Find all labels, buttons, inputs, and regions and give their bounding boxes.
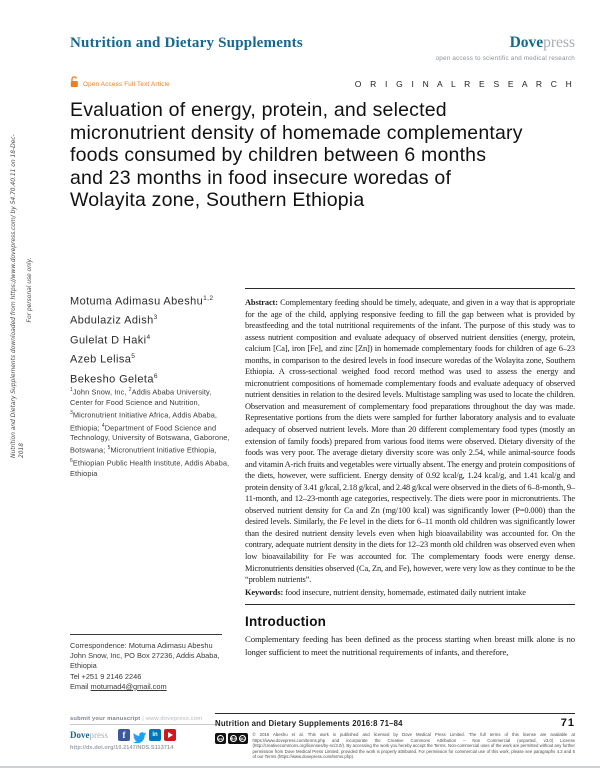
author-list: Motuma Adimasu Abeshu1,2 Abdulaziz Adish… xyxy=(70,291,240,388)
title-line: Wolayita zone, Southern Ethiopia xyxy=(70,189,365,211)
header-row-meta: Open Access Full Text Article O R I G I … xyxy=(70,75,575,93)
doi-link[interactable]: http://dx.doi.org/10.2147/NDS.S113714 xyxy=(70,745,174,751)
dovepress-logo: Dovepress xyxy=(510,34,575,52)
brand-tagline: open access to scientific and medical re… xyxy=(435,55,575,62)
journal-name: Nutrition and Dietary Supplements xyxy=(70,35,303,51)
article-title: Evaluation of energy, protein, and selec… xyxy=(70,99,575,212)
footer-right: Nutrition and Dietary Supplements 2016:8… xyxy=(215,717,575,760)
correspondence-address: John Snow, Inc, PO Box 27236, Addis Abab… xyxy=(70,651,220,671)
license-text: © 2016 Abeshu et al. This work is publis… xyxy=(252,732,576,759)
title-line: and 23 months in food insecure woredas o… xyxy=(70,166,452,189)
abstract-text: Complementary feeding should be timely, … xyxy=(245,298,575,585)
introduction-paragraph: Complementary feeding has been defined a… xyxy=(245,634,575,658)
footer-left: submit your manuscript | www.dovepress.c… xyxy=(70,716,218,751)
author-name: Azeb Lelisa5 xyxy=(70,353,136,367)
download-note-text: Nutrition and Dietary Supplements downlo… xyxy=(10,134,25,458)
brand-dove: Dove xyxy=(509,34,544,51)
article-type-label: O R I G I N A L R E S E A R C H xyxy=(354,79,575,89)
page-number: 71 xyxy=(560,717,575,729)
page-header: Nutrition and Dietary Supplements Dovepr… xyxy=(70,34,575,93)
linkedin-icon[interactable]: in xyxy=(149,729,161,741)
open-access-lock-icon xyxy=(70,75,79,93)
introduction-heading: Introduction xyxy=(245,614,327,630)
youtube-icon[interactable] xyxy=(164,729,176,741)
correspondence-tel: Tel +251 9 2146 2246 xyxy=(70,671,142,681)
keywords-label: Keywords: xyxy=(245,587,284,597)
sidebar-download-note: Nutrition and Dietary Supplements downlo… xyxy=(10,122,34,458)
brand-press: press xyxy=(543,34,575,51)
submit-manuscript-line: submit your manuscript | www.dovepress.c… xyxy=(70,716,218,725)
abstract-paragraph: Abstract: Complementary feeding should b… xyxy=(245,297,575,586)
open-access-label: Open Access Full Text Article xyxy=(83,80,170,88)
keywords-text: food insecure, nutrient density, homemad… xyxy=(283,587,526,597)
header-row-brand: Nutrition and Dietary Supplements Dovepr… xyxy=(70,34,575,52)
abstract-label: Abstract: xyxy=(245,298,278,307)
social-icons: f in xyxy=(118,729,176,743)
personal-use-text: For personal use only. xyxy=(26,257,33,323)
title-line: micronutrient density of homemade comple… xyxy=(70,121,523,144)
facebook-icon[interactable]: f xyxy=(118,729,130,741)
open-access-link[interactable]: Open Access Full Text Article xyxy=(70,75,170,93)
author-affil-sup: 4 xyxy=(146,333,151,341)
author-affil-sup: 5 xyxy=(131,353,136,361)
cc-icon: cc xyxy=(215,733,226,744)
title-line: foods consumed by children between 6 mon… xyxy=(70,144,487,166)
abstract-column: Abstract: Complementary feeding should b… xyxy=(245,288,575,659)
footer-dovepress-logo: Dovepress xyxy=(70,730,108,740)
submit-label[interactable]: submit your manuscript xyxy=(70,716,141,722)
author-name: Gulelat D Haki4 xyxy=(70,333,151,347)
creative-commons-badges: cc BY NC xyxy=(215,732,248,760)
license-row: cc BY NC © 2016 Abeshu et al. This work i… xyxy=(215,732,575,760)
by-nc-icon: BY NC xyxy=(228,733,248,744)
correspondence-label: Correspondence: Motuma Adimasu Abeshu xyxy=(70,641,213,650)
footer-top-rule xyxy=(215,713,575,714)
keywords-bottom-rule xyxy=(245,604,575,606)
author-affil-sup: 1,2 xyxy=(203,295,214,302)
author-name: Bekesho Geleta6 xyxy=(70,372,158,386)
footer-brand-row: Dovepress f in xyxy=(70,729,218,743)
author-name: Abdulaziz Adish3 xyxy=(70,314,158,328)
email-link[interactable]: motumad4@gmail.com xyxy=(90,681,167,691)
submit-url[interactable]: | www.dovepress.com xyxy=(140,716,203,722)
correspondence-block: Correspondence: Motuma Adimasu Abeshu Jo… xyxy=(70,634,222,692)
author-affil-sup: 6 xyxy=(153,372,158,380)
page-bottom-rule xyxy=(0,766,600,768)
citation-row: Nutrition and Dietary Supplements 2016:8… xyxy=(215,717,575,729)
author-affil-sup: 3 xyxy=(153,314,158,322)
title-line: Evaluation of energy, protein, and selec… xyxy=(70,99,447,121)
journal-citation: Nutrition and Dietary Supplements 2016:8… xyxy=(215,719,403,728)
correspondence-email-line: Email motumad4@gmail.com xyxy=(70,681,167,691)
affiliations: 1John Snow, Inc, 2Addis Ababa University… xyxy=(70,387,230,478)
abstract-top-rule xyxy=(245,288,575,289)
author-name: Motuma Adimasu Abeshu1,2 xyxy=(70,295,214,308)
keywords-line: Keywords: food insecure, nutrient densit… xyxy=(245,587,575,599)
twitter-icon[interactable] xyxy=(133,730,146,743)
